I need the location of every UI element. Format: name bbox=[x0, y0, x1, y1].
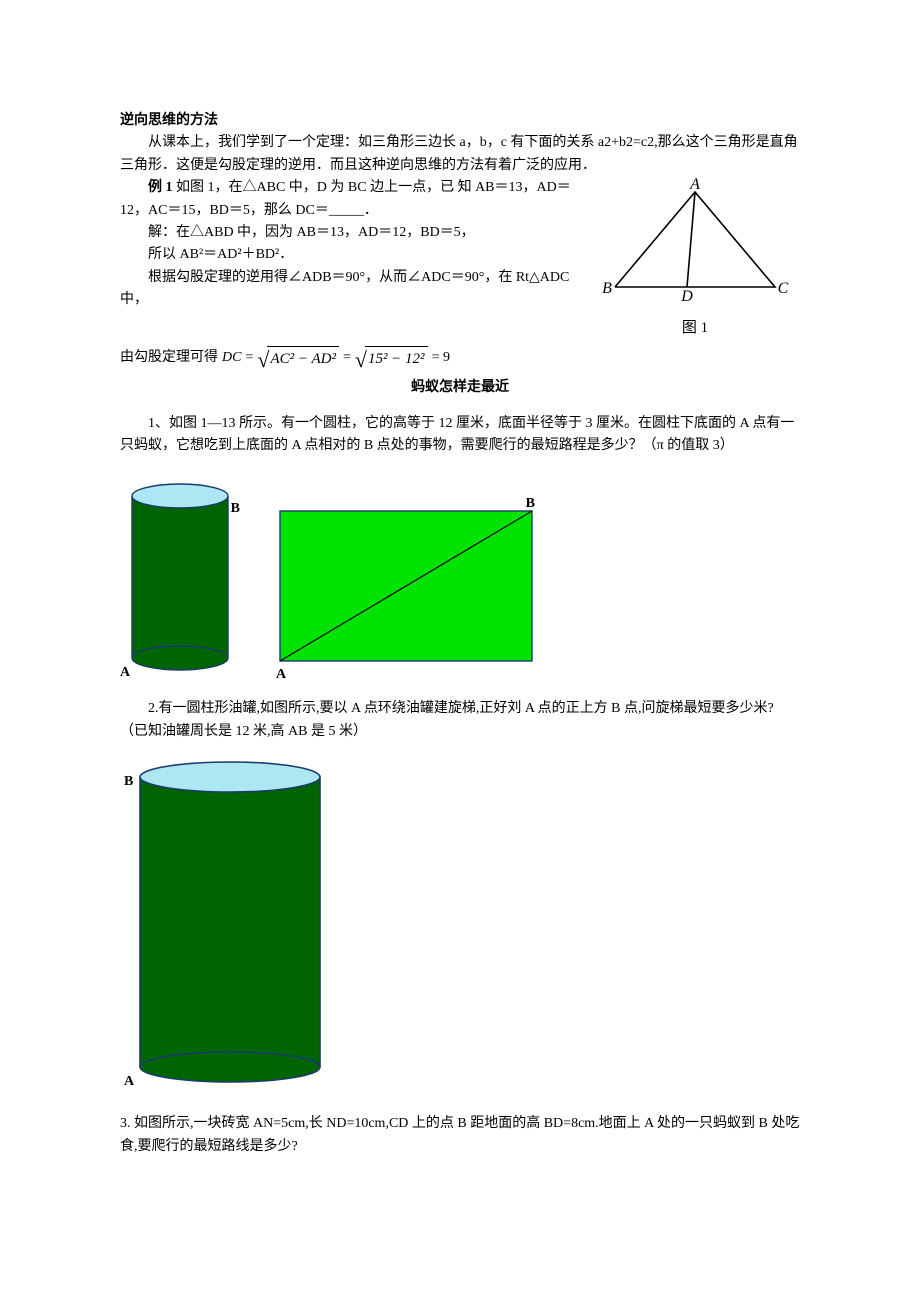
sqrt1: √ AC² − AD² bbox=[257, 346, 339, 371]
q1-rect-label-a: A bbox=[276, 664, 286, 686]
formula-eq2: = bbox=[343, 347, 351, 369]
q1-unfold-svg bbox=[270, 491, 540, 676]
q1-cyl-label-a: A bbox=[120, 662, 130, 684]
formula-prefix: 由勾股定理可得 bbox=[120, 347, 218, 369]
document-page: 逆向思维的方法 从课本上，我们学到了一个定理：如三角形三边长 a，b，c 有下面… bbox=[0, 0, 920, 1218]
section2-heading: 蚂蚁怎样走最近 bbox=[120, 377, 800, 399]
q2-cylinder-svg bbox=[120, 757, 340, 1087]
sqrt2: √ 15² − 12² bbox=[355, 346, 428, 371]
sqrt1-body: AC² − AD² bbox=[267, 346, 339, 371]
formula-result: = 9 bbox=[432, 347, 450, 369]
example1-label: 例 1 bbox=[148, 180, 173, 195]
section1-intro: 从课本上，我们学到了一个定理：如三角形三边长 a，b，c 有下面的关系 a2+b… bbox=[120, 132, 800, 177]
formula-dc: DC bbox=[222, 347, 241, 369]
sqrt2-body: 15² − 12² bbox=[365, 346, 428, 371]
example1-row: 例 1 如图 1，在△ABC 中，D 为 BC 边上一点，已 知 AB＝13，A… bbox=[120, 177, 800, 339]
section1-heading: 逆向思维的方法 bbox=[120, 110, 800, 132]
question1-text: 1、如图 1—13 所示。有一个圆柱，它的高等于 12 厘米，底面半径等于 3 … bbox=[120, 413, 800, 458]
solution-line3: 根据勾股定理的逆用得∠ADB＝90°，从而∠ADC＝90°，在 Rt△ADC 中… bbox=[120, 267, 590, 312]
question3-text: 3. 如图所示,一块砖宽 AN=5cm,长 ND=10cm,CD 上的点 B 距… bbox=[120, 1113, 800, 1158]
triangle-label-A: A bbox=[689, 177, 700, 193]
question2-text: 2.有一圆柱形油罐,如图所示,要以 A 点环绕油罐建旋梯,正好刘 A 点的正上方… bbox=[120, 698, 800, 743]
q2-cylinder: B A bbox=[120, 757, 340, 1095]
example1-text: 例 1 如图 1，在△ABC 中，D 为 BC 边上一点，已 知 AB＝13，A… bbox=[120, 177, 590, 311]
q1-cylinder-svg bbox=[120, 476, 240, 676]
formula-eq1: = bbox=[245, 347, 253, 369]
q2-label-a: A bbox=[124, 1071, 134, 1093]
triangle-label-B: B bbox=[602, 280, 612, 297]
solution-line2: 所以 AB²＝AD²＋BD²． bbox=[120, 244, 590, 266]
q1-rect-label-b: B bbox=[526, 493, 535, 515]
q1-figures: B A B A bbox=[120, 476, 800, 684]
q1-cylinder: B A bbox=[120, 476, 240, 684]
formula-line: 由勾股定理可得 DC = √ AC² − AD² = √ 15² − 12² =… bbox=[120, 346, 800, 371]
triangle-figure: A B C D bbox=[595, 177, 795, 307]
example1-line1: 例 1 如图 1，在△ABC 中，D 为 BC 边上一点，已 知 AB＝13，A… bbox=[120, 177, 590, 222]
triangle-caption: 图 1 bbox=[590, 316, 800, 340]
triangle-label-C: C bbox=[778, 280, 789, 297]
triangle-figure-col: A B C D 图 1 bbox=[590, 177, 800, 339]
triangle-label-D: D bbox=[680, 288, 693, 305]
q1-cyl-label-b: B bbox=[231, 498, 240, 520]
example1-stem: 如图 1，在△ABC 中，D 为 BC 边上一点，已 知 AB＝13，AD＝12… bbox=[120, 180, 571, 217]
q2-label-b: B bbox=[124, 771, 133, 793]
q1-unfold: B A bbox=[270, 491, 540, 684]
solution-line1: 解：在△ABD 中，因为 AB＝13，AD＝12，BD＝5， bbox=[120, 222, 590, 244]
